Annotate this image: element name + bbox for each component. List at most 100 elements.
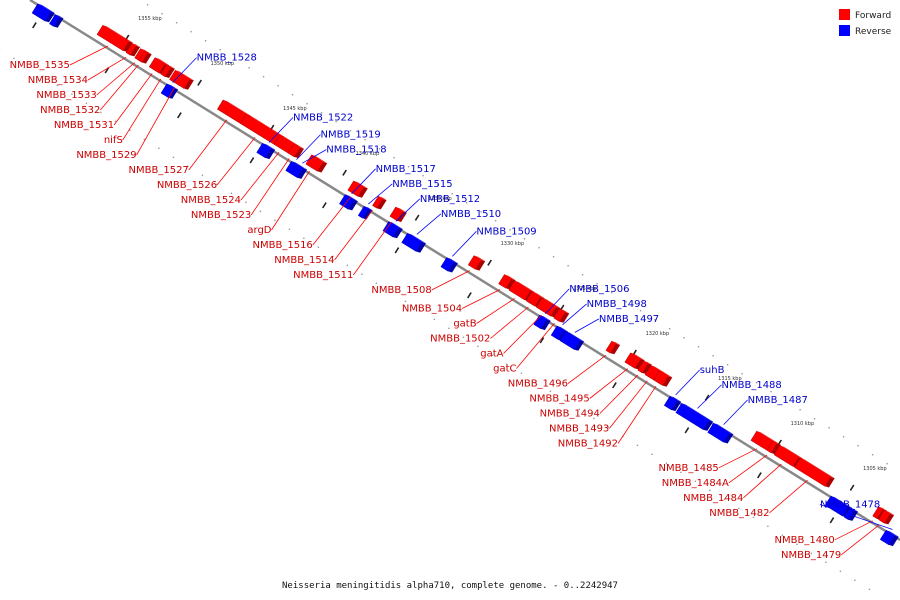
gene-feature[interactable] bbox=[256, 142, 276, 160]
gene-feature[interactable] bbox=[707, 422, 734, 444]
gene-feature[interactable] bbox=[624, 352, 645, 370]
gene-label-nmbb-1480[interactable]: NMBB_1480 bbox=[775, 535, 835, 546]
gene-label-nmbb-1502[interactable]: NMBB_1502 bbox=[430, 334, 490, 345]
gene-label-line bbox=[216, 137, 256, 186]
gene-label-nmbb-1484[interactable]: NMBB_1484 bbox=[683, 493, 743, 504]
gene-feature[interactable] bbox=[401, 232, 426, 253]
gene-label-nmbb-1527[interactable]: NMBB_1527 bbox=[129, 165, 189, 176]
gene-label-nmbb-1534[interactable]: NMBB_1534 bbox=[28, 75, 88, 86]
gene-label-nmbb-1479[interactable]: NMBB_1479 bbox=[781, 550, 841, 561]
gene-label-nmbb-1510[interactable]: NMBB_1510 bbox=[441, 209, 501, 220]
gene-label-nmbb-1512[interactable]: NMBB_1512 bbox=[420, 194, 480, 205]
gene-label-nmbb-1519[interactable]: NMBB_1519 bbox=[321, 130, 381, 141]
background-dot bbox=[190, 30, 192, 33]
gene-label-nmbb-1529[interactable]: NMBB_1529 bbox=[76, 150, 136, 161]
gene-label-nmbb-1514[interactable]: NMBB_1514 bbox=[274, 255, 334, 266]
gene-feature[interactable] bbox=[125, 42, 141, 57]
gene-feature[interactable] bbox=[637, 360, 652, 375]
background-dot bbox=[535, 381, 537, 384]
gene-label-nmbb-1532[interactable]: NMBB_1532 bbox=[40, 105, 100, 116]
gene-label-nmbb-1524[interactable]: NMBB_1524 bbox=[181, 195, 241, 206]
gene-label-nmbb-1526[interactable]: NMBB_1526 bbox=[157, 180, 217, 191]
gene-label-nmbb-1522[interactable]: NMBB_1522 bbox=[293, 113, 353, 124]
gene-label-nmbb-1516[interactable]: NMBB_1516 bbox=[253, 240, 313, 251]
gene-feature[interactable] bbox=[347, 180, 368, 198]
gene-label-nmbb-1498[interactable]: NMBB_1498 bbox=[587, 299, 647, 310]
gene-label-nmbb-1496[interactable]: NMBB_1496 bbox=[508, 379, 568, 390]
background-dot bbox=[886, 462, 888, 465]
gene-label-nmbb-1478[interactable]: NMBB_1478 bbox=[820, 500, 880, 511]
gene-label-nmbb-1515[interactable]: NMBB_1515 bbox=[392, 179, 452, 190]
gene-feature[interactable] bbox=[879, 529, 899, 547]
gene-feature[interactable] bbox=[138, 50, 152, 64]
gene-label-gata[interactable]: gatA bbox=[480, 349, 503, 360]
gene-label-nmbb-1506[interactable]: NMBB_1506 bbox=[569, 284, 629, 295]
gene-feature[interactable] bbox=[467, 255, 486, 271]
gene-feature[interactable] bbox=[31, 3, 55, 23]
gene-feature[interactable] bbox=[653, 370, 673, 387]
gene-side-face bbox=[265, 148, 276, 160]
gene-label-nmbb-1509[interactable]: NMBB_1509 bbox=[476, 226, 536, 237]
background-dot bbox=[509, 228, 511, 231]
gene-feature[interactable] bbox=[305, 154, 328, 173]
gene-feature[interactable] bbox=[288, 143, 304, 159]
gene-label-nmbb-1518[interactable]: NMBB_1518 bbox=[326, 145, 386, 156]
gene-label-nmbb-1535[interactable]: NMBB_1535 bbox=[10, 60, 70, 71]
gene-feature[interactable] bbox=[533, 314, 551, 331]
gene-feature[interactable] bbox=[440, 257, 458, 273]
gene-feature[interactable] bbox=[525, 291, 545, 308]
gene-label-nmbb-1484a[interactable]: NMBB_1484A bbox=[662, 478, 729, 489]
gene-label-nmbb-1528[interactable]: NMBB_1528 bbox=[197, 53, 257, 64]
gene-label-nmbb-1504[interactable]: NMBB_1504 bbox=[402, 304, 462, 315]
gene-label-nmbb-1533[interactable]: NMBB_1533 bbox=[36, 90, 96, 101]
gene-label-nmbb-1523[interactable]: NMBB_1523 bbox=[191, 210, 251, 221]
gene-feature[interactable] bbox=[498, 274, 516, 290]
gene-label-suhb[interactable]: suhB bbox=[700, 365, 725, 376]
gene-label-gatb[interactable]: gatB bbox=[453, 319, 476, 330]
gene-feature[interactable] bbox=[766, 440, 781, 455]
gene-feature[interactable] bbox=[160, 83, 179, 99]
gene-label-line bbox=[516, 322, 555, 369]
gene-label-nmbb-1488[interactable]: NMBB_1488 bbox=[722, 380, 782, 391]
gene-feature[interactable] bbox=[878, 509, 895, 525]
gene-side-face bbox=[123, 41, 133, 52]
gene-feature[interactable] bbox=[663, 395, 682, 412]
gene-label-nmbb-1485[interactable]: NMBB_1485 bbox=[659, 463, 719, 474]
gene-feature[interactable] bbox=[372, 195, 387, 210]
gene-label-nmbb-1493[interactable]: NMBB_1493 bbox=[549, 424, 609, 435]
gene-feature[interactable] bbox=[559, 330, 585, 351]
tick-mark bbox=[684, 427, 690, 434]
gene-feature[interactable] bbox=[553, 308, 570, 323]
gene-feature[interactable] bbox=[357, 205, 373, 220]
gene-feature[interactable] bbox=[160, 64, 175, 78]
gene-label-nmbb-1497[interactable]: NMBB_1497 bbox=[599, 314, 659, 325]
gene-feature[interactable] bbox=[169, 69, 194, 90]
gene-feature[interactable] bbox=[675, 402, 714, 431]
gene-label-nifs[interactable]: nifS bbox=[104, 135, 123, 146]
gene-label-nmbb-1511[interactable]: NMBB_1511 bbox=[293, 270, 353, 281]
gene-label-nmbb-1517[interactable]: NMBB_1517 bbox=[376, 164, 436, 175]
gene-label-nmbb-1494[interactable]: NMBB_1494 bbox=[540, 409, 600, 420]
gene-label-nmbb-1495[interactable]: NMBB_1495 bbox=[529, 394, 589, 405]
gene-label-nmbb-1531[interactable]: NMBB_1531 bbox=[54, 120, 114, 131]
gene-feature[interactable] bbox=[49, 14, 64, 28]
gene-feature[interactable] bbox=[535, 297, 561, 318]
gene-feature[interactable] bbox=[96, 24, 133, 52]
gene-label-nmbb-1482[interactable]: NMBB_1482 bbox=[709, 508, 769, 519]
gene-label-line bbox=[113, 73, 153, 126]
gene-feature[interactable] bbox=[794, 457, 835, 488]
gene-label-gatc[interactable]: gatC bbox=[493, 364, 516, 375]
gene-front-face bbox=[772, 441, 781, 445]
background-dot bbox=[810, 552, 813, 555]
gene-label-lines bbox=[69, 45, 893, 556]
gene-feature[interactable] bbox=[382, 221, 403, 239]
gene-feature[interactable] bbox=[339, 194, 358, 211]
gene-label-nmbb-1487[interactable]: NMBB_1487 bbox=[748, 395, 808, 406]
gene-feature[interactable] bbox=[605, 340, 621, 355]
gene-label-argd[interactable]: argD bbox=[247, 225, 271, 236]
gene-label-nmbb-1508[interactable]: NMBB_1508 bbox=[371, 285, 431, 296]
gene-label-nmbb-1492[interactable]: NMBB_1492 bbox=[558, 439, 618, 450]
gene-feature[interactable] bbox=[291, 164, 308, 179]
background-dot bbox=[248, 66, 250, 69]
gene-feature[interactable] bbox=[389, 206, 407, 222]
